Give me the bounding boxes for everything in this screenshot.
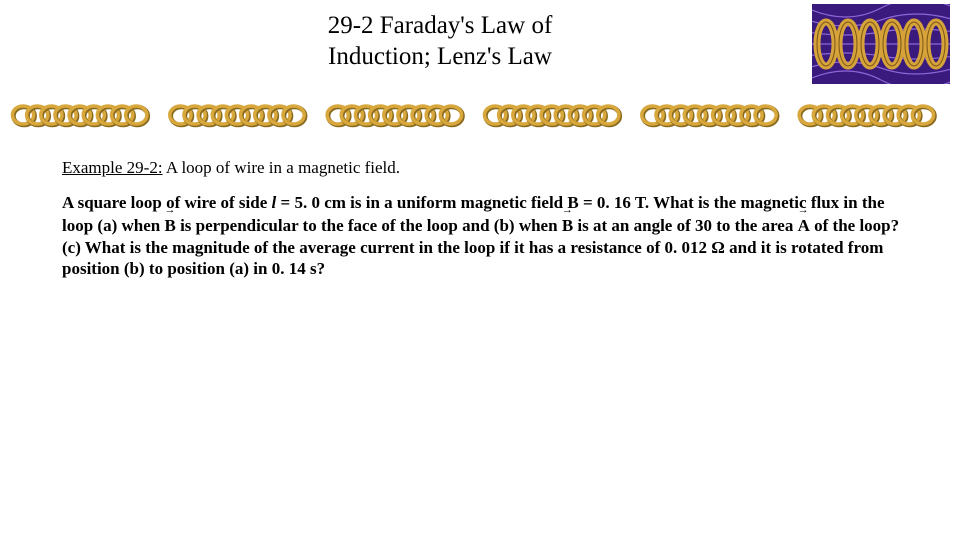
coil-divider bbox=[8, 100, 952, 130]
vec-A: A bbox=[798, 213, 810, 236]
body-text: Example 29-2: A loop of wire in a magnet… bbox=[62, 158, 912, 279]
vec-B-2: B bbox=[562, 213, 573, 236]
problem-paragraph: A square loop of wire of side l = 5. 0 c… bbox=[62, 192, 912, 279]
prob-seg-1d: is at an angle of 30 to the area bbox=[573, 216, 797, 235]
header-graphic bbox=[812, 4, 950, 89]
title-line-2: Induction; Lenz's Law bbox=[328, 43, 552, 70]
page-title: 29-2 Faraday's Law of Induction; Lenz's … bbox=[200, 10, 680, 73]
example-heading: Example 29-2: A loop of wire in a magnet… bbox=[62, 158, 912, 178]
example-label: Example 29-2: bbox=[62, 158, 163, 177]
title-line-1: 29-2 Faraday's Law of bbox=[328, 12, 553, 39]
prob-seg-1c: is perpendicular to the face of the loop… bbox=[176, 216, 562, 235]
example-desc: A loop of wire in a magnetic field. bbox=[163, 158, 400, 177]
vec-B-1: B bbox=[164, 213, 175, 236]
